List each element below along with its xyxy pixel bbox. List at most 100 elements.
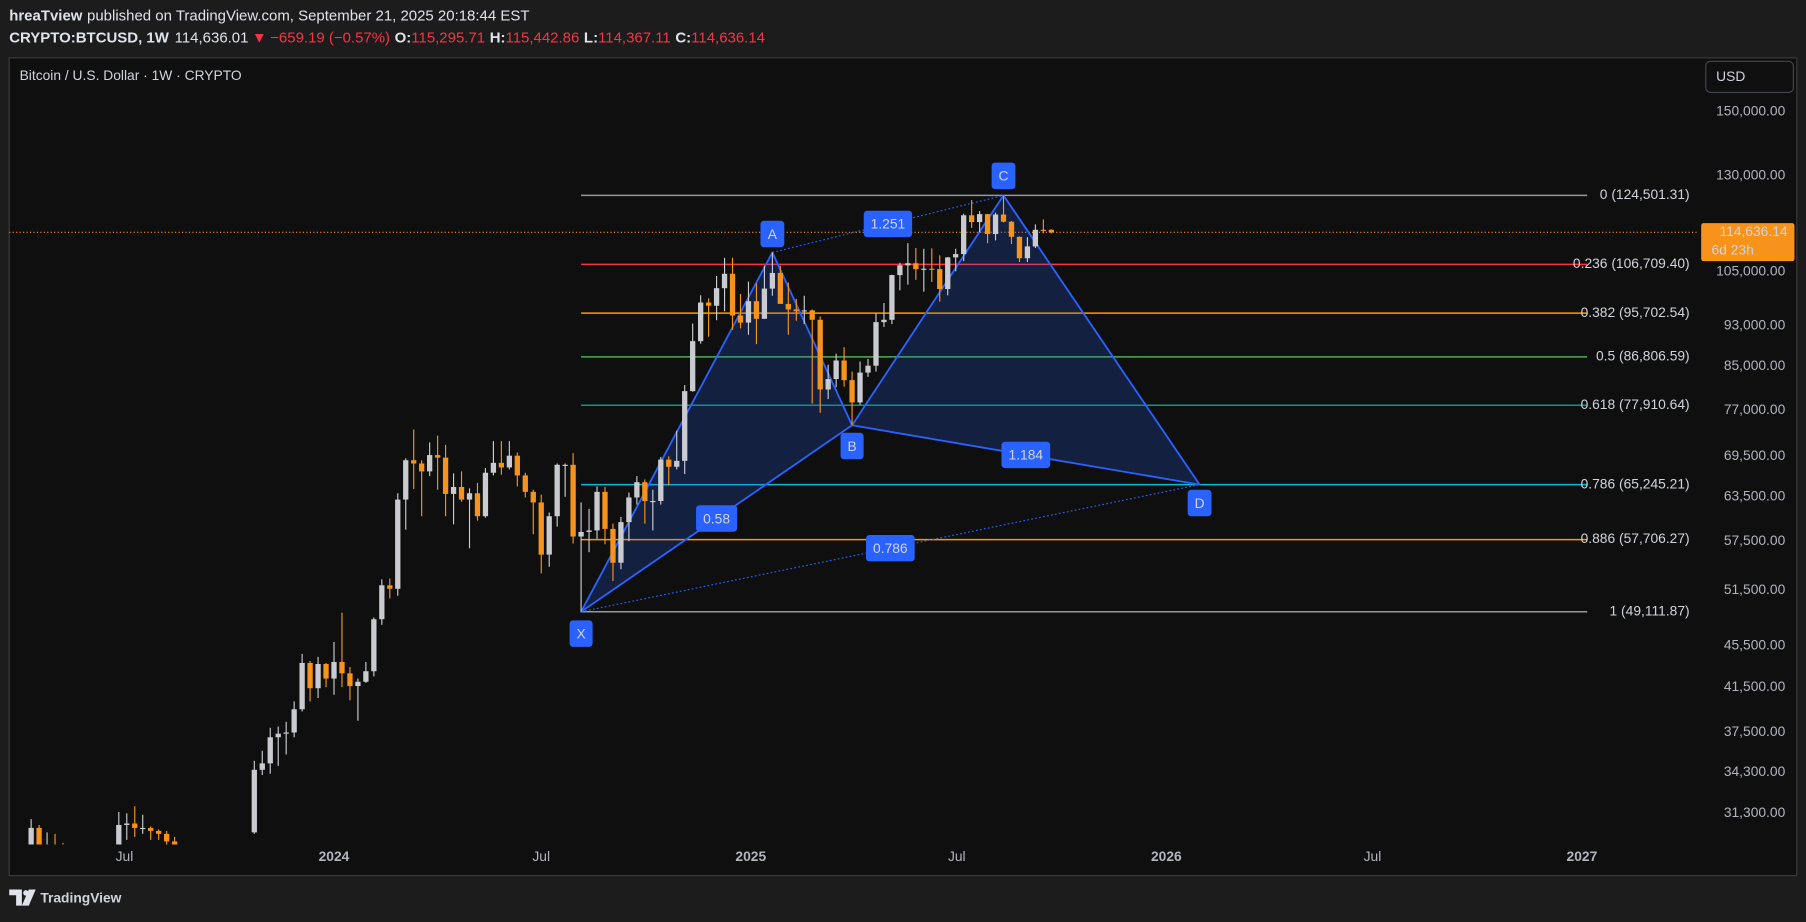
candle-body (427, 455, 433, 472)
candle-body (921, 268, 927, 270)
candle-body (315, 664, 321, 689)
candle-body (713, 288, 720, 306)
y-tick-label: 85,000.00 (1724, 357, 1786, 373)
candle-body (961, 215, 967, 255)
candle-body (881, 319, 887, 323)
chart-title: Bitcoin / U.S. Dollar · 1W · CRYPTO (20, 67, 242, 83)
pattern-ratio: 1.251 (871, 216, 906, 232)
candle-body (299, 662, 305, 710)
pattern-point-label: X (576, 625, 585, 641)
candle-body (825, 379, 831, 390)
candle-body (634, 482, 640, 498)
candle-body (387, 585, 393, 589)
candle-body (705, 302, 712, 306)
ohlc-value: 115,442.86 (506, 29, 580, 46)
candle-body (721, 273, 728, 289)
pattern-point-label-box (840, 432, 864, 460)
x-tick-label: 2024 (319, 848, 350, 864)
candle-body (1040, 229, 1047, 231)
author: hreaTview (9, 7, 83, 24)
y-tick-label: 34,300.00 (1724, 763, 1786, 779)
pattern-point-label-box (1187, 489, 1212, 517)
candle-body (267, 737, 273, 764)
candle-body (1024, 246, 1031, 259)
candle-body (594, 491, 600, 531)
candle-body (291, 709, 297, 733)
candle-body (578, 531, 584, 537)
candle-body (562, 464, 568, 466)
candle-body (729, 273, 736, 316)
candle-body (28, 827, 34, 845)
candle-body (857, 372, 863, 403)
ohlc-key: L: (584, 29, 598, 46)
candle-body (737, 315, 744, 323)
x-tick-label: 2026 (1151, 848, 1182, 864)
y-tick-label: 130,000.00 (1716, 167, 1785, 183)
candle-body (626, 497, 632, 523)
y-tick-label: 31,300.00 (1724, 804, 1786, 820)
candle-body (674, 460, 680, 467)
candle-body (442, 457, 449, 494)
candle-body (945, 257, 951, 290)
countdown: 6d 23h (1712, 241, 1754, 257)
candle-body (809, 310, 815, 320)
ohlc-value: 114,636.14 (691, 29, 765, 46)
candle-body (1000, 214, 1007, 222)
candle-body (1016, 236, 1023, 259)
candle-body (363, 671, 369, 682)
pattern-point-label-group: X (569, 620, 593, 647)
candle-body (984, 214, 991, 235)
x-tick-label: Jul (1364, 848, 1382, 864)
candle-body (171, 841, 178, 845)
candle-body (419, 463, 425, 472)
pattern-ratio-group: 0.786 (865, 534, 915, 562)
candle-body (1008, 221, 1015, 237)
published: published on TradingView.com, September … (87, 7, 529, 24)
y-tick-label: 51,500.00 (1724, 581, 1786, 597)
candle-body (140, 827, 146, 830)
fib-label: 0.382 (95,702.54) (1581, 304, 1690, 320)
fib-label: 0.618 (77,910.64) (1581, 396, 1690, 412)
candle-body (570, 464, 576, 537)
candle-body (307, 662, 313, 689)
logo-mark (9, 889, 22, 906)
candle-body (873, 322, 879, 366)
fib-label: 0.886 (57,706.27) (1581, 530, 1690, 546)
pattern-point-label-group: C (991, 162, 1016, 190)
candle-body (163, 833, 170, 842)
pattern-point-label-group: A (760, 220, 785, 248)
candle-body (618, 522, 624, 563)
currency-button[interactable] (1705, 60, 1794, 94)
candle-body (339, 661, 345, 674)
candle-body (889, 275, 895, 320)
brand: TradingView (40, 889, 121, 905)
candle-body (761, 288, 768, 319)
x-tick-label: 2025 (735, 848, 766, 864)
candle-body (602, 491, 608, 529)
candle-body (490, 462, 497, 473)
pattern-point-label-group: D (1187, 489, 1212, 517)
x-tick-label: Jul (532, 848, 550, 864)
y-tick-label: 105,000.00 (1716, 262, 1785, 278)
fib-label: 0.236 (106,709.40) (1573, 255, 1690, 271)
candle-body (586, 530, 592, 532)
candle-body (403, 460, 409, 500)
pattern-ratio-box (1001, 441, 1051, 469)
candle-body (658, 459, 664, 502)
candle-body (450, 486, 457, 494)
candle-body (323, 664, 329, 679)
candle-body (331, 661, 337, 679)
pattern-point-label: C (999, 168, 1009, 184)
candle-body (498, 462, 505, 468)
currency-label[interactable]: USD (1716, 68, 1745, 84)
ohlc-value: 115,295.71 (411, 29, 485, 46)
candle-body (1048, 229, 1054, 233)
fib-label: 1 (49,111.87) (1610, 602, 1690, 618)
pattern-ratio-group: 1.184 (1001, 441, 1051, 469)
candle-body (650, 501, 656, 503)
y-tick-label: 77,000.00 (1724, 401, 1786, 417)
candle-body (833, 360, 839, 380)
candle-body (395, 499, 401, 589)
candle-body (482, 472, 489, 517)
